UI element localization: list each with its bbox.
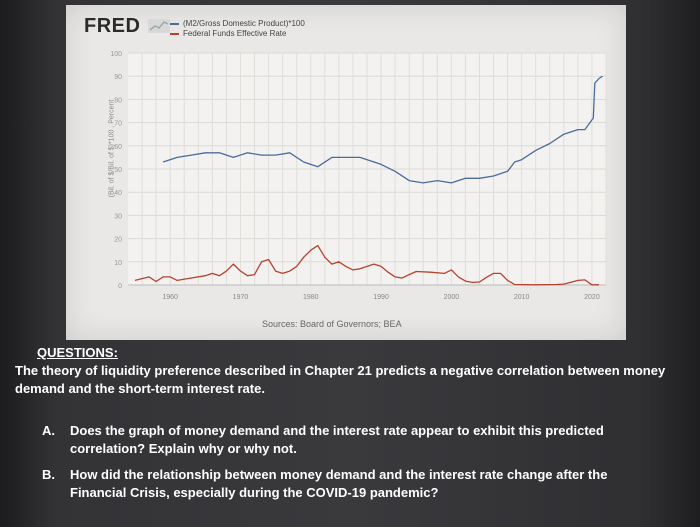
- y-tick-label: 100: [110, 51, 122, 58]
- legend-label-fed-funds: Federal Funds Effective Rate: [183, 29, 287, 38]
- line-chart: 0 10 20 30 40 50 60 70 80 90 100 1960 1970 1980 1990 20…: [110, 51, 607, 301]
- y-tick-label: 80: [114, 97, 122, 104]
- y-tick-label: 0: [118, 283, 122, 290]
- x-tick-label: 2010: [514, 294, 530, 301]
- y-tick-label: 50: [114, 167, 122, 174]
- questions-intro: The theory of liquidity preference descr…: [15, 363, 666, 396]
- series-line-fed-funds: [134, 244, 599, 286]
- y-tick-label: 60: [114, 144, 122, 151]
- y-tick-label: 40: [114, 190, 122, 197]
- x-tick-label: 2000: [444, 294, 460, 301]
- question-a-letter: A.: [42, 423, 55, 438]
- question-a-text: Does the graph of money demand and the i…: [70, 423, 604, 456]
- question-b-letter: B.: [42, 467, 55, 482]
- y-tick-label: 90: [114, 74, 122, 81]
- y-tick-label: 10: [114, 260, 122, 267]
- x-tick-label: 2020: [584, 294, 600, 301]
- questions-heading: QUESTIONS:: [37, 345, 118, 360]
- legend-entry-m2-gdp: (M2/Gross Domestic Product)*100: [170, 19, 305, 29]
- legend-swatch-m2-gdp: [170, 23, 179, 25]
- legend-label-m2-gdp: (M2/Gross Domestic Product)*100: [183, 19, 305, 28]
- fred-logo: FRED: [84, 15, 141, 37]
- y-tick-label: 20: [114, 237, 122, 244]
- chart-legend: (M2/Gross Domestic Product)*100 Federal …: [170, 19, 305, 39]
- x-tick-label: 1990: [373, 294, 389, 301]
- y-tick-label: 70: [114, 121, 122, 128]
- y-tick-label: 30: [114, 213, 122, 220]
- questions-section: QUESTIONS: The theory of liquidity prefe…: [0, 340, 700, 527]
- x-tick-label: 1970: [233, 294, 249, 301]
- series-line-m2-gdp: [162, 75, 603, 184]
- chart-panel: FRED (M2/Gross Domestic Product)*100 Fed…: [66, 5, 626, 340]
- chart-source: Sources: Board of Governors; BEA: [262, 319, 402, 329]
- x-tick-label: 1980: [303, 294, 319, 301]
- fred-logo-graph-icon: [148, 19, 170, 33]
- question-b-text: How did the relationship between money d…: [70, 467, 608, 500]
- legend-swatch-fed-funds: [170, 33, 179, 35]
- x-tick-label: 1960: [162, 294, 178, 301]
- legend-entry-fed-funds: Federal Funds Effective Rate: [170, 29, 305, 39]
